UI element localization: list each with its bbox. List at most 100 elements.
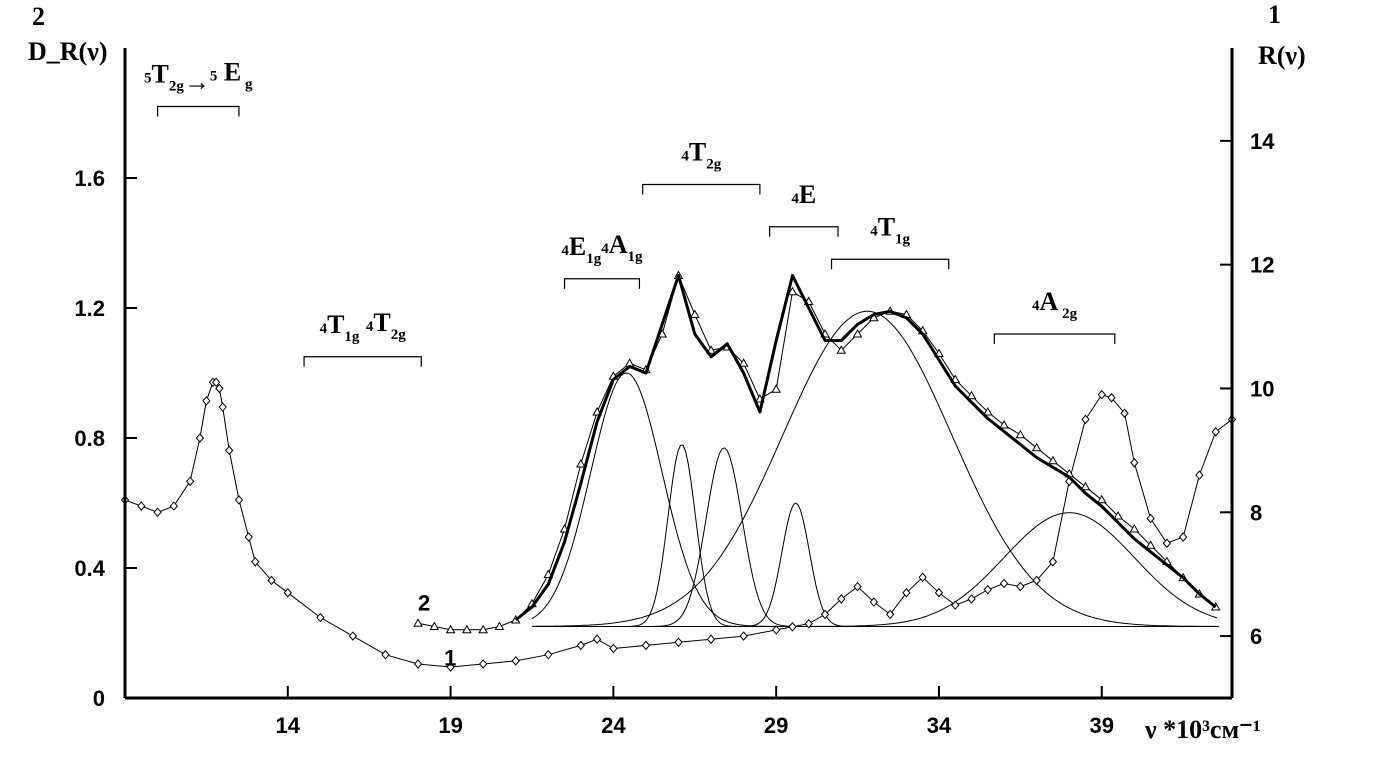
series-1-point [225, 445, 234, 456]
series-1-point [934, 588, 944, 598]
x-tick-label: 34 [927, 713, 952, 738]
left-y-tick-label: 0.4 [74, 556, 105, 581]
series-1-point [267, 575, 276, 586]
series-2-point [787, 286, 798, 296]
series-2-point [1080, 481, 1091, 491]
bracket-e [769, 226, 839, 237]
series-1-point [348, 631, 358, 641]
bracket-t1g-high [830, 258, 950, 270]
series-1-point [153, 507, 162, 518]
series-1-point [1081, 414, 1090, 425]
series-1-point [853, 581, 862, 592]
gaussian-component [532, 502, 1217, 627]
series-2-point [852, 328, 863, 338]
series-1-point [983, 584, 992, 595]
series-2-point [413, 618, 423, 627]
series-1-point [837, 594, 846, 604]
series-1-point [446, 662, 455, 672]
series-1-point [1032, 575, 1041, 586]
series-1-point [772, 625, 781, 635]
series-1-point [169, 501, 179, 511]
series-1-point [967, 594, 976, 604]
series-1-point [1107, 393, 1116, 403]
bracket-a2g [993, 333, 1116, 344]
series-1-point [195, 433, 205, 443]
left-y-tick-label: 1.6 [74, 166, 105, 191]
series-1-point [1178, 532, 1188, 542]
x-tick-label: 19 [438, 713, 462, 738]
series-2-point [689, 309, 700, 318]
series-1-point [885, 609, 895, 620]
series-1-point [478, 659, 488, 669]
bracket-t2g-eg [156, 105, 240, 117]
term-label-a2g: 4A 2g [1032, 287, 1078, 322]
series-1-point [244, 532, 253, 542]
axis-labels: 2 D_R(ν) 1 R(ν) ν *10³cм⁻¹ [28, 0, 1306, 744]
bracket-e1g-a1g [563, 278, 641, 289]
series-2-point [1129, 523, 1140, 533]
fit-curve-2 [514, 274, 1217, 622]
curve-number-label: 2 [418, 590, 430, 615]
series-1-point [869, 597, 879, 607]
series-1-point [788, 622, 797, 632]
series-1-point [316, 612, 325, 623]
series-1-point [706, 634, 716, 644]
band-annotations: 5T2g→5 E g 4T1g 4T2g 4E1g4A1g 4T2g 4E 4T1g 4A … [144, 58, 1116, 367]
series-1-point [1146, 513, 1155, 524]
term-label-e: 4E [791, 180, 816, 209]
series-2-point [966, 390, 977, 400]
series-1-point [544, 649, 553, 660]
x-tick-label: 24 [601, 713, 626, 738]
right-y-tick-label: 8 [1250, 500, 1262, 525]
series-1-point [1211, 427, 1220, 437]
series-1-point [251, 557, 260, 567]
series-1-point [999, 578, 1009, 589]
series-1-point [215, 383, 224, 394]
x-tick-label: 14 [276, 713, 301, 738]
series-1-point [674, 637, 683, 648]
series-1-point [1016, 581, 1025, 592]
series-1-point [804, 618, 813, 629]
series-1-point [202, 396, 211, 406]
series-2-point [1096, 494, 1107, 504]
series-1-point [283, 588, 292, 598]
right-y-tick-label: 14 [1250, 129, 1275, 154]
series-2-line [417, 273, 1217, 631]
series-1-point [820, 609, 830, 620]
series-2-point [429, 621, 440, 630]
curve-number-label: 1 [444, 646, 456, 671]
x-tick-label: 29 [764, 713, 788, 738]
series-1-point [413, 659, 423, 669]
series-2-point [478, 624, 489, 634]
series-1-point [511, 656, 520, 666]
gaussian-components [531, 310, 1219, 627]
gaussian-component [532, 310, 1217, 627]
series-2-point [494, 621, 505, 630]
bracket-t1g-t2g-low [303, 356, 422, 367]
series-2-point [1015, 429, 1026, 439]
series-2-point [445, 624, 456, 634]
series-1-point [918, 572, 927, 583]
series-1-point [1195, 470, 1204, 480]
series-1-point [1120, 408, 1129, 418]
right-axis-marker: 1 [1268, 0, 1281, 29]
gaussian-component [531, 372, 1217, 627]
series-1-point [641, 640, 651, 651]
left-y-tick-label: 1.2 [74, 296, 105, 321]
series-2-point [999, 419, 1009, 429]
series-2-point [462, 624, 472, 634]
term-label-t2g-high: 4T2g [681, 138, 721, 173]
bracket-t2g-high [642, 183, 761, 195]
series-2-point [1031, 442, 1042, 452]
right-y-tick-label: 6 [1250, 624, 1262, 649]
series-1-point [1130, 458, 1139, 468]
series-1-point [592, 634, 602, 644]
data-series: 21 [120, 270, 1237, 672]
series-2-point [738, 358, 749, 367]
left-axis-label: D_R(ν) [28, 37, 108, 66]
series-1-point [185, 476, 195, 487]
left-axis-marker: 2 [32, 2, 45, 31]
series-1-point [137, 501, 146, 511]
